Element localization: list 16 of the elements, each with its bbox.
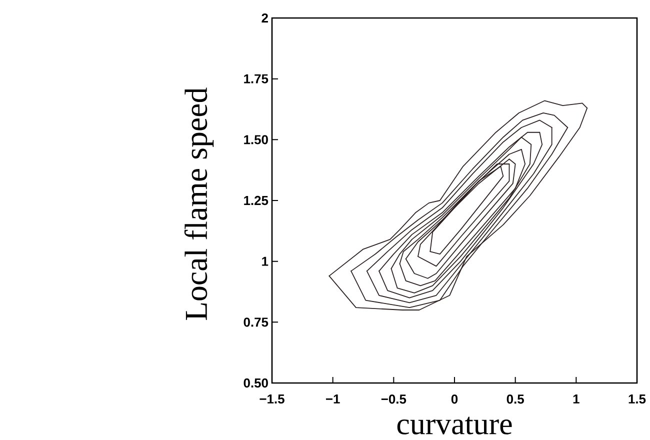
- x-tick-label: 1.5: [628, 394, 646, 404]
- x-axis-title: curvature: [397, 416, 512, 434]
- y-tick-label: 1.50: [244, 135, 268, 144]
- y-axis-title: Local flame speed: [184, 88, 214, 320]
- y-tick-label: 0.50: [244, 378, 268, 388]
- y-tick-label: 2: [262, 13, 268, 23]
- x-tick-label: 0.5: [506, 394, 524, 404]
- x-tick-label: −1.5: [260, 394, 284, 404]
- y-tick-label: 1: [262, 256, 268, 266]
- y-tick-label: 0.75: [244, 318, 268, 327]
- x-tick-label: −1: [326, 394, 340, 404]
- x-tick-label: 0: [451, 394, 458, 404]
- x-tick-label: −0.5: [381, 394, 406, 404]
- y-tick-label: 1.25: [244, 196, 268, 206]
- y-tick-label: 1.75: [244, 74, 268, 84]
- x-tick-label: 1: [573, 394, 580, 404]
